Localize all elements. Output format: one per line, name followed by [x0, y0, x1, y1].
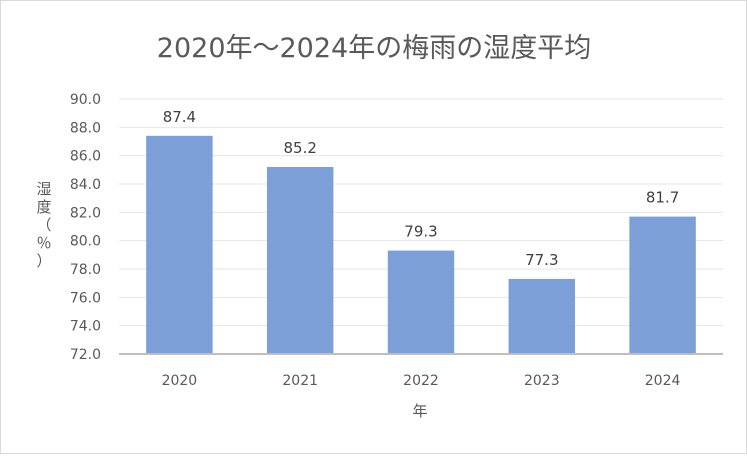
bar-2023 [508, 278, 576, 354]
y-tick-label: 76.0 [70, 290, 101, 306]
y-tick-label: 72.0 [70, 347, 101, 363]
y-axis-ticks: 72.0 74.0 76.0 78.0 80.0 82.0 84.0 86.0 88.0 90.0 [70, 92, 101, 363]
x-axis-ticks: 2020 2021 2022 2023 2024 [162, 373, 681, 389]
y-axis-title-char: ％ [36, 234, 51, 252]
y-tick-label: 90.0 [70, 92, 101, 108]
x-tick-label: 2022 [403, 373, 439, 389]
y-tick-label: 84.0 [70, 177, 101, 193]
chart-title: 2020年～2024年の梅雨の湿度平均 [157, 33, 591, 64]
bar-2022 [387, 250, 455, 354]
y-tick-label: 74.0 [70, 319, 101, 335]
data-label: 79.3 [404, 223, 437, 241]
y-tick-label: 80.0 [70, 234, 101, 250]
y-axis-title-char: （ [36, 216, 51, 234]
bar-2020 [146, 135, 213, 354]
y-axis-title-char: 度 [36, 198, 51, 216]
y-tick-label: 78.0 [70, 262, 101, 278]
x-tick-label: 2021 [282, 373, 318, 389]
x-tick-label: 2024 [645, 373, 681, 389]
bar-2024 [629, 216, 696, 354]
x-axis-title: 年 [412, 402, 427, 420]
y-tick-label: 82.0 [70, 205, 101, 221]
gridlines [119, 98, 723, 355]
x-tick-label: 2023 [524, 373, 560, 389]
data-label: 77.3 [525, 251, 558, 269]
y-tick-label: 88.0 [70, 120, 101, 136]
y-axis-title: 湿度（％） [36, 180, 51, 270]
y-tick-label: 86.0 [70, 149, 101, 165]
bars: 87.4 85.2 79.3 77.3 81.7 [146, 108, 696, 354]
data-label: 85.2 [283, 139, 316, 157]
data-label: 87.4 [163, 108, 196, 126]
y-axis-title-char: ） [36, 252, 51, 270]
bar-2021 [266, 167, 334, 354]
data-label: 81.7 [646, 189, 679, 207]
x-tick-label: 2020 [162, 373, 198, 389]
y-axis-title-char: 湿 [36, 180, 51, 198]
